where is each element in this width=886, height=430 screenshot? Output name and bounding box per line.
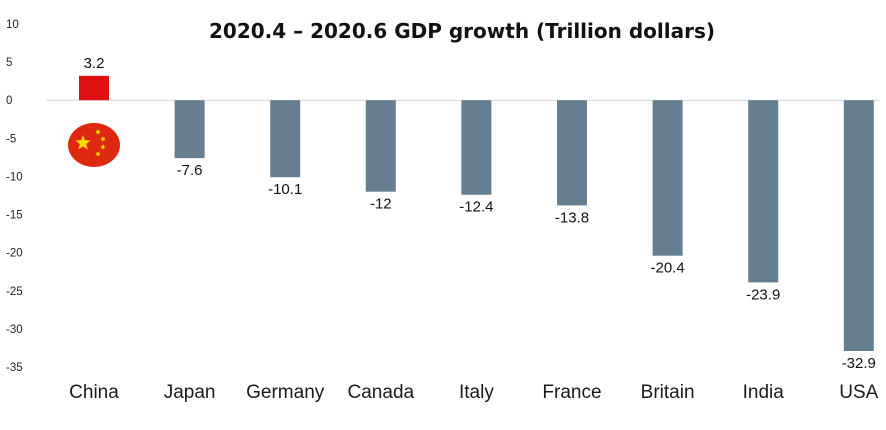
y-tick-label: -25 — [6, 286, 23, 298]
category-labels-group: China Japan Germany Canada Italy France Britai… — [69, 382, 878, 403]
y-tick-label: -20 — [6, 248, 23, 260]
bar-germany — [270, 100, 301, 178]
china-flag-icon — [68, 123, 120, 167]
value-label-germany: -10.1 — [268, 181, 302, 198]
flag-star-icon — [75, 135, 91, 150]
flag-star-icon — [100, 144, 106, 150]
y-tick-label: -10 — [6, 171, 23, 183]
bar-france — [557, 100, 587, 206]
category-label-italy: Italy — [459, 382, 494, 403]
y-tick-label: -15 — [6, 210, 23, 222]
value-label-japan: -7.6 — [177, 162, 203, 179]
y-tick-label: 5 — [6, 57, 12, 69]
category-label-germany: Germany — [246, 382, 325, 403]
category-label-usa: USA — [839, 382, 878, 403]
category-label-japan: Japan — [164, 382, 216, 403]
flag-star-icon — [95, 151, 101, 157]
value-label-britain: -20.4 — [650, 260, 684, 277]
bars-group — [79, 75, 874, 351]
y-tick-label: -35 — [6, 362, 23, 374]
category-label-india: India — [743, 382, 785, 403]
value-label-usa: -32.9 — [842, 355, 876, 372]
category-label-britain: Britain — [641, 382, 695, 403]
y-axis: 10 5 0 -5 -10 -15 -20 -25 -30 -35 — [6, 19, 23, 374]
value-label-china: 3.2 — [84, 55, 105, 72]
bar-usa — [843, 100, 874, 351]
category-label-france: France — [542, 382, 601, 403]
chart-title: 2020.4 – 2020.6 GDP growth (Trillion dol… — [209, 19, 715, 43]
bar-italy — [461, 100, 492, 195]
y-tick-label: -5 — [6, 133, 16, 145]
bar-china — [79, 75, 109, 101]
value-label-india: -23.9 — [746, 286, 780, 303]
value-label-canada: -12 — [370, 196, 392, 213]
bar-japan — [174, 100, 205, 159]
bar-india — [748, 100, 779, 283]
flag-star-icon — [95, 129, 101, 135]
china-flag-background — [68, 123, 120, 167]
y-tick-label: 0 — [6, 95, 12, 107]
value-label-france: -13.8 — [555, 209, 589, 226]
category-label-china: China — [69, 382, 119, 403]
value-label-italy: -12.4 — [459, 199, 493, 216]
y-tick-label: -30 — [6, 324, 23, 336]
category-label-canada: Canada — [348, 382, 415, 403]
bar-britain — [652, 100, 683, 256]
y-tick-label: 10 — [6, 19, 19, 31]
value-labels-group: 3.2 -7.6 -10.1 -12 -12.4 -13.8 -20.4 -23.9 -32.9 — [84, 55, 876, 372]
flag-star-icon — [100, 136, 106, 142]
bar-canada — [365, 100, 396, 192]
